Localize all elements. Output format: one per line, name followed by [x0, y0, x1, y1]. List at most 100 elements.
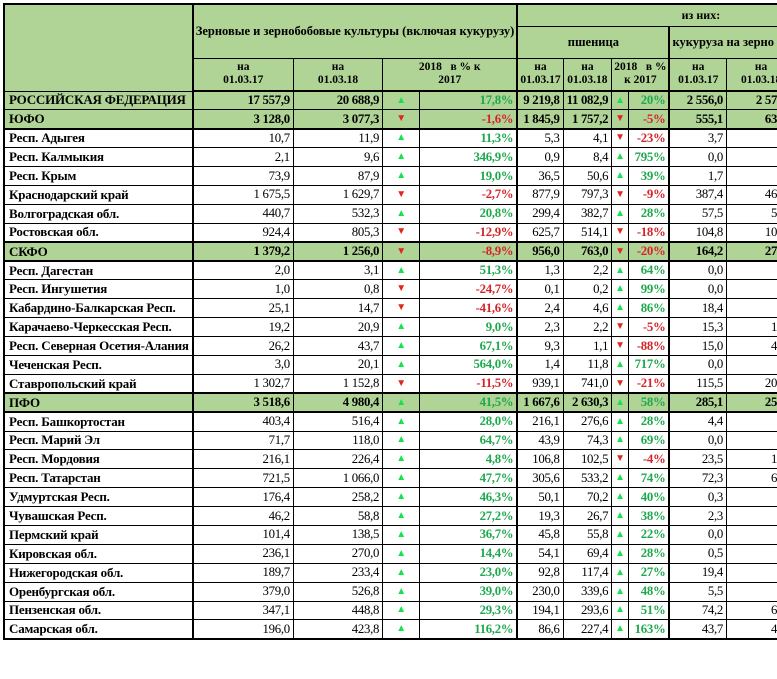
grain-percent-change: 51,3% — [419, 260, 519, 281]
up-arrow-icon: ▲ — [396, 510, 407, 522]
up-arrow-icon: ▲ — [615, 396, 626, 408]
grain-percent-change: 4,8% — [419, 449, 519, 470]
table-row: Чеченская Респ. 3,0 20,1 ▲ 564,0% 1,4 11,8 ▲ 717… — [3, 354, 777, 375]
up-arrow-icon: ▲ — [615, 358, 626, 370]
wheat-percent-change: 27% — [627, 562, 671, 583]
column-header-date1: на 01.03.17 — [516, 57, 564, 92]
wheat-value-2018: 74,3 — [562, 430, 613, 451]
grain-trend-cell: ▲ — [382, 203, 421, 224]
region-name: Респ. Адыгея — [3, 127, 194, 149]
region-name: Респ. Мордовия — [3, 449, 194, 470]
table-row: Пермский край 101,4 138,5 ▲ 36,7% 45,8 55,8 ▲ 22… — [3, 524, 777, 545]
column-header-date1: на 01.03.17 — [192, 57, 294, 92]
grain-value-2018: 138,5 — [292, 524, 384, 545]
grain-percent-change: 564,0% — [419, 354, 519, 375]
wheat-value-2018: 1 757,2 — [562, 109, 613, 130]
table-row: Респ. Марий Эл 71,7 118,0 ▲ 64,7% 43,9 74,3 ▲ 69… — [3, 430, 777, 451]
wheat-value-2017: 1 667,6 — [516, 392, 564, 413]
wheat-percent-change: -18% — [627, 222, 671, 243]
group-header-of-them: из них: — [516, 3, 777, 27]
wheat-trend-cell: ▼ — [611, 317, 629, 338]
statistics-table: Зерновые и зернобобовые культуры (включа… — [3, 3, 777, 640]
wheat-percent-change: -5% — [627, 317, 671, 338]
wheat-trend-cell: ▼ — [611, 184, 629, 205]
wheat-value-2018: 11 082,9 — [562, 90, 613, 111]
wheat-percent-change: -4% — [627, 449, 671, 470]
corn-value-2017: 5,5 — [668, 581, 728, 602]
grain-value-2018: 87,9 — [292, 166, 384, 186]
wheat-value-2017: 106,8 — [516, 449, 564, 470]
grain-value-2017: 3,0 — [192, 354, 294, 375]
wheat-value-2017: 956,0 — [516, 241, 564, 262]
grain-value-2017: 440,7 — [192, 203, 294, 224]
up-arrow-icon: ▲ — [396, 170, 407, 181]
grain-value-2018: 226,4 — [292, 449, 384, 470]
grain-trend-cell: ▲ — [382, 506, 421, 526]
wheat-value-2018: 382,7 — [562, 203, 613, 224]
grain-trend-cell: ▼ — [382, 184, 421, 205]
table-row: Кировская обл. 236,1 270,0 ▲ 14,4% 54,1 69,4 ▲ 2… — [3, 543, 777, 564]
wheat-value-2018: 4,1 — [562, 127, 613, 149]
region-name: Кировская обл. — [3, 543, 194, 564]
up-arrow-icon: ▲ — [615, 585, 626, 597]
up-arrow-icon: ▲ — [396, 151, 407, 163]
wheat-percent-change: 99% — [627, 279, 671, 300]
grain-value-2017: 403,4 — [192, 411, 294, 432]
table-row: Ростовская обл. 924,4 805,3 ▼ -12,9% 625,7 514… — [3, 222, 777, 243]
grain-value-2017: 1 675,5 — [192, 184, 294, 205]
column-header-line: 2018 в % — [614, 60, 667, 73]
grain-value-2018: 448,8 — [292, 600, 384, 621]
region-name: Респ. Ингушетия — [3, 279, 194, 300]
grain-percent-change: 39,0% — [419, 581, 519, 602]
wheat-percent-change: 20% — [627, 90, 671, 111]
up-arrow-icon: ▲ — [396, 585, 407, 597]
corn-value-2018: 209,4 — [726, 373, 777, 394]
column-header-date2: на 01.03.18 — [726, 57, 777, 92]
table-row: Удмуртская Респ. 176,4 258,2 ▲ 46,3% 50,1 70,2… — [3, 487, 777, 508]
corn-value-2018: 2 570,7 — [726, 90, 777, 111]
wheat-value-2017: 2,3 — [516, 317, 564, 338]
grain-value-2018: 20,9 — [292, 317, 384, 338]
table-row: Респ. Мордовия 216,1 226,4 ▲ 4,8% 106,8 102,5 ▼… — [3, 449, 777, 470]
corn-value-2018: 0,0 — [726, 147, 777, 168]
wheat-trend-cell: ▼ — [611, 373, 629, 394]
header-row-top: Зерновые и зернобобовые культуры (включа… — [3, 3, 777, 92]
grain-value-2018: 43,7 — [292, 336, 384, 356]
corn-value-2018: 42,2 — [726, 336, 777, 356]
up-arrow-icon: ▲ — [615, 302, 626, 314]
down-arrow-icon: ▼ — [615, 113, 626, 125]
wheat-value-2018: 2,2 — [562, 260, 613, 281]
table-row: Оренбургская обл. 379,0 526,8 ▲ 39,0% 230,0 33… — [3, 581, 777, 602]
up-arrow-icon: ▲ — [396, 358, 407, 370]
corn-value-2018: 0,0 — [726, 354, 777, 375]
wheat-value-2017: 1 845,9 — [516, 109, 564, 130]
grain-value-2017: 19,2 — [192, 317, 294, 338]
up-arrow-icon: ▲ — [396, 415, 407, 427]
wheat-value-2018: 2 630,3 — [562, 392, 613, 413]
wheat-value-2017: 2,4 — [516, 298, 564, 319]
grain-trend-cell: ▲ — [382, 524, 421, 545]
grain-trend-cell: ▲ — [382, 487, 421, 508]
wheat-percent-change: -21% — [627, 373, 671, 394]
table-row: Карачаево-Черкесская Респ. 19,2 20,9 ▲ 9,0% 2… — [3, 317, 777, 338]
up-arrow-icon: ▲ — [615, 623, 626, 635]
grain-trend-cell: ▲ — [382, 600, 421, 621]
table-row: Респ. Ингушетия 1,0 0,8 ▼ -24,7% 0,1 0,2 ▲ 99% 0,… — [3, 279, 777, 300]
wheat-value-2018: 4,6 — [562, 298, 613, 319]
up-arrow-icon: ▲ — [615, 264, 626, 276]
up-arrow-icon: ▲ — [396, 547, 407, 559]
corn-value-2018: 17,8 — [726, 317, 777, 338]
region-name: Карачаево-Черкесская Респ. — [3, 317, 194, 338]
corn-value-2018: 0,0 — [726, 506, 777, 526]
wheat-value-2017: 19,3 — [516, 506, 564, 526]
wheat-trend-cell: ▲ — [611, 392, 629, 413]
grain-value-2018: 9,6 — [292, 147, 384, 168]
wheat-trend-cell: ▲ — [611, 203, 629, 224]
wheat-value-2017: 9,3 — [516, 336, 564, 356]
down-arrow-icon: ▼ — [396, 113, 407, 125]
corn-value-2017: 15,3 — [668, 317, 728, 338]
grain-percent-change: 11,3% — [419, 127, 519, 149]
table-row: Самарская обл. 196,0 423,8 ▲ 116,2% 86,6 227,4… — [3, 619, 777, 640]
group-header-wheat: пшеница — [516, 25, 671, 59]
up-arrow-icon: ▲ — [615, 283, 626, 295]
